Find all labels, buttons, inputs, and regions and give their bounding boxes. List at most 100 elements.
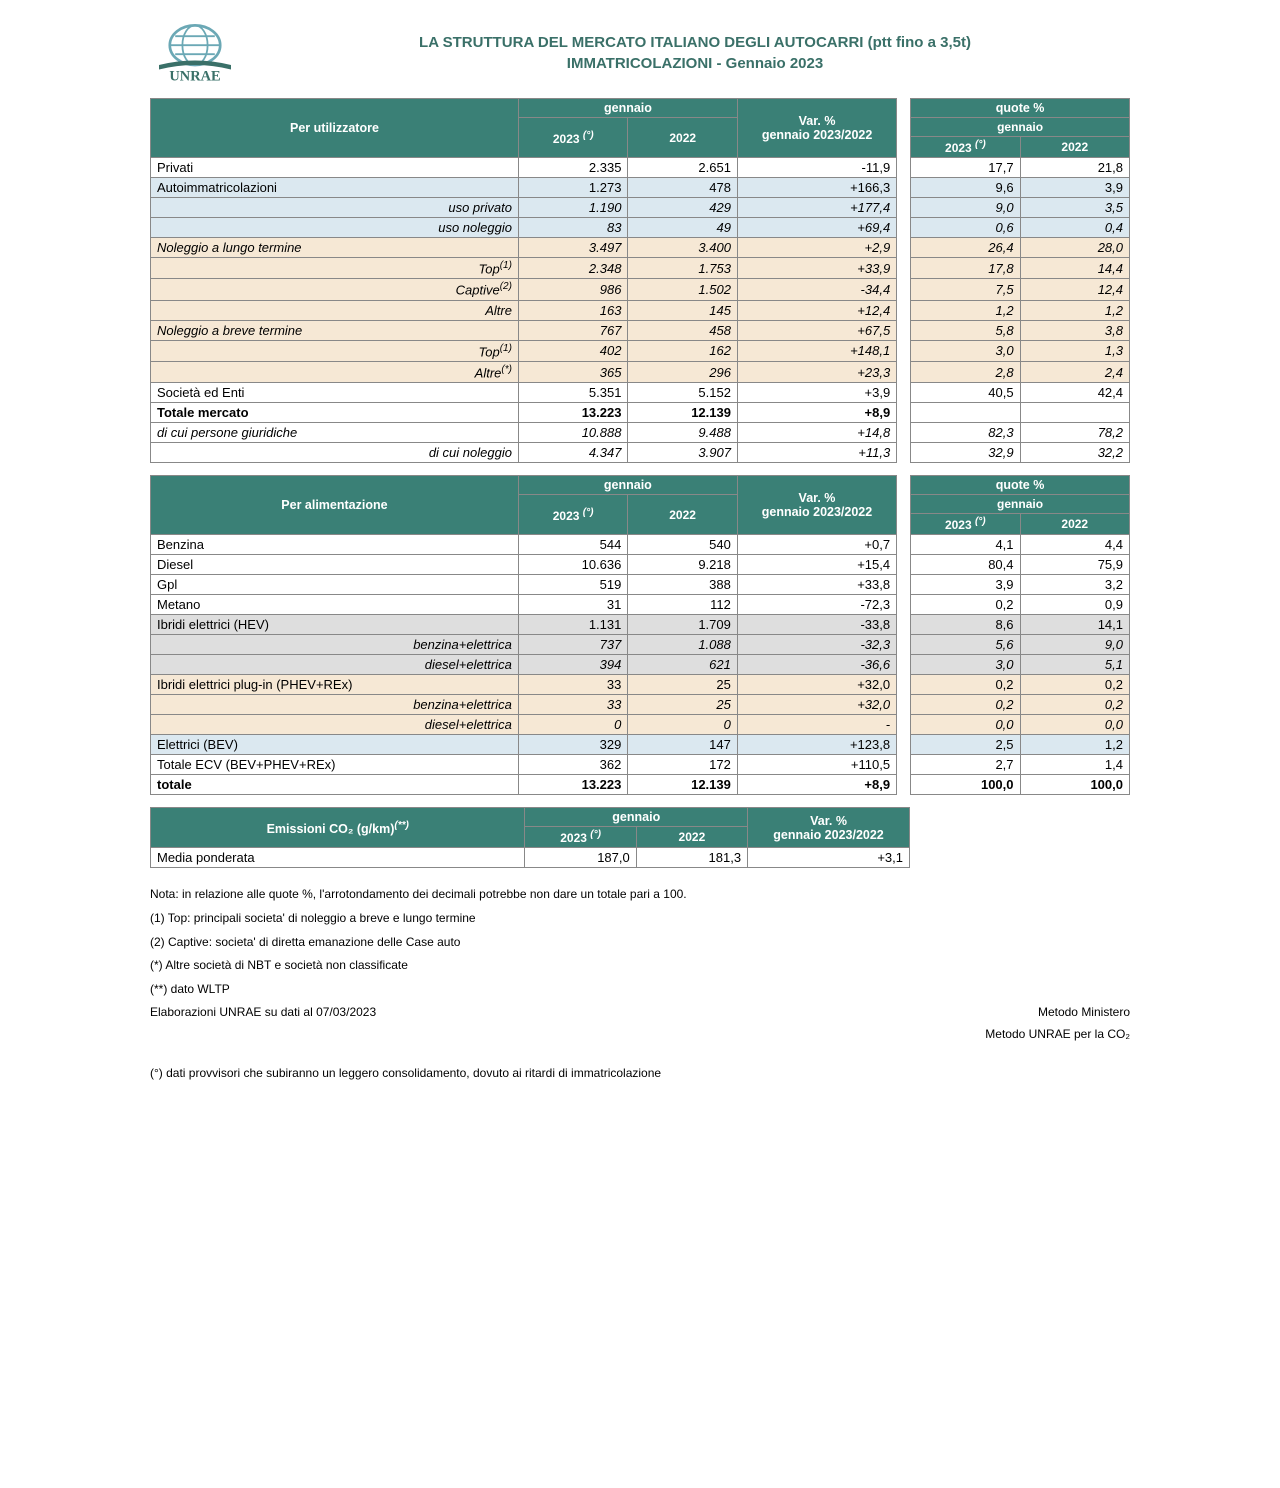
cell-q23: 0,2 [911, 675, 1020, 695]
row-label: Diesel [151, 555, 519, 575]
cell-q22: 12,4 [1020, 279, 1129, 300]
cell-c23: 13.223 [518, 775, 628, 795]
cell-c23: 1.190 [518, 198, 628, 218]
cell-q22: 9,0 [1020, 635, 1129, 655]
note-provvisori: (°) dati provvisori che subiranno un leg… [150, 1063, 1130, 1085]
cell-c23: 2.348 [518, 258, 628, 279]
cell-c23: 329 [518, 735, 628, 755]
cell-q23: 9,0 [911, 198, 1020, 218]
cell-q22: 3,5 [1020, 198, 1129, 218]
cell-var: +123,8 [737, 735, 896, 755]
spacer [897, 715, 911, 735]
cell-var: +8,9 [737, 775, 896, 795]
cell-c23: 402 [518, 340, 628, 361]
footnotes: Nota: in relazione alle quote %, l'arrot… [150, 884, 1130, 1085]
table-row: di cui persone giuridiche10.8889.488+14,… [151, 423, 1130, 443]
cell-q22: 78,2 [1020, 423, 1129, 443]
cell-c22: 621 [628, 655, 738, 675]
cell-q22: 1,4 [1020, 755, 1129, 775]
cell-c22: 181,3 [636, 848, 747, 868]
cell-var: +3,1 [748, 848, 910, 868]
spacer [897, 575, 911, 595]
cell-q23: 0,2 [911, 595, 1020, 615]
spacer [897, 535, 911, 555]
cell-q22: 75,9 [1020, 555, 1129, 575]
cell-var: +2,9 [737, 238, 896, 258]
cell-c22: 1.709 [628, 615, 738, 635]
title-line-1: LA STRUTTURA DEL MERCATO ITALIANO DEGLI … [260, 32, 1130, 53]
cell-q23: 1,2 [911, 300, 1020, 320]
cell-q22: 14,4 [1020, 258, 1129, 279]
cell-c23: 33 [518, 695, 628, 715]
cell-c22: 162 [628, 340, 738, 361]
cell-c23: 163 [518, 300, 628, 320]
cell-var: +177,4 [737, 198, 896, 218]
cell-c22: 1.502 [628, 279, 738, 300]
table-row: Autoimmatricolazioni1.273478+166,39,63,9 [151, 178, 1130, 198]
cell-q23: 26,4 [911, 238, 1020, 258]
cell-c22: 25 [628, 675, 738, 695]
cell-q23: 2,7 [911, 755, 1020, 775]
cell-var: +3,9 [737, 383, 896, 403]
cell-var: -11,9 [737, 158, 896, 178]
cell-c22: 1.088 [628, 635, 738, 655]
row-label: Top(1) [151, 258, 519, 279]
t2-hdr-q2023: 2023 (°) [911, 514, 1020, 535]
row-label: uso noleggio [151, 218, 519, 238]
table-row: di cui noleggio4.3473.907+11,332,932,2 [151, 443, 1130, 463]
table-row: Privati2.3352.651-11,917,721,8 [151, 158, 1130, 178]
cell-c22: 112 [628, 595, 738, 615]
row-label: Captive(2) [151, 279, 519, 300]
cell-q23: 40,5 [911, 383, 1020, 403]
cell-c23: 13.223 [518, 403, 628, 423]
cell-q23 [911, 403, 1020, 423]
spacer [897, 655, 911, 675]
row-label: Noleggio a breve termine [151, 320, 519, 340]
table-row: uso privato1.190429+177,49,03,5 [151, 198, 1130, 218]
spacer [897, 423, 911, 443]
spacer [897, 403, 911, 423]
cell-q23: 32,9 [911, 443, 1020, 463]
table-row: Noleggio a lungo termine3.4973.400+2,926… [151, 238, 1130, 258]
cell-var: +33,9 [737, 258, 896, 279]
cell-var: +15,4 [737, 555, 896, 575]
row-label: Altre [151, 300, 519, 320]
table-row: Noleggio a breve termine767458+67,55,83,… [151, 320, 1130, 340]
cell-c22: 2.651 [628, 158, 738, 178]
row-label: Benzina [151, 535, 519, 555]
cell-q23: 3,0 [911, 340, 1020, 361]
cell-q22: 14,1 [1020, 615, 1129, 635]
cell-q23: 2,8 [911, 361, 1020, 382]
cell-q23: 9,6 [911, 178, 1020, 198]
table-row: benzina+elettrica3325+32,00,20,2 [151, 695, 1130, 715]
cell-var: +0,7 [737, 535, 896, 555]
table-row: Altre(*)365296+23,32,82,4 [151, 361, 1130, 382]
cell-q23: 0,2 [911, 695, 1020, 715]
table-row: benzina+elettrica7371.088-32,35,69,0 [151, 635, 1130, 655]
cell-q22: 0,9 [1020, 595, 1129, 615]
spacer [897, 300, 911, 320]
cell-c23: 3.497 [518, 238, 628, 258]
table-row: totale13.22312.139+8,9100,0100,0 [151, 775, 1130, 795]
cell-q23: 17,7 [911, 158, 1020, 178]
cell-q23: 3,0 [911, 655, 1020, 675]
spacer [897, 476, 911, 535]
table-row: Ibridi elettrici (HEV)1.1311.709-33,88,6… [151, 615, 1130, 635]
spacer [897, 218, 911, 238]
row-label: Metano [151, 595, 519, 615]
cell-var: +14,8 [737, 423, 896, 443]
cell-q22: 0,2 [1020, 675, 1129, 695]
cell-q22: 1,2 [1020, 300, 1129, 320]
row-label: di cui noleggio [151, 443, 519, 463]
cell-c23: 767 [518, 320, 628, 340]
spacer [897, 383, 911, 403]
cell-c22: 429 [628, 198, 738, 218]
row-label: Elettrici (BEV) [151, 735, 519, 755]
cell-c23: 31 [518, 595, 628, 615]
cell-var: +148,1 [737, 340, 896, 361]
cell-c23: 544 [518, 535, 628, 555]
table-row: diesel+elettrica00-0,00,0 [151, 715, 1130, 735]
row-label: Altre(*) [151, 361, 519, 382]
t2-hdr-quote-period: gennaio [911, 495, 1130, 514]
spacer [897, 361, 911, 382]
